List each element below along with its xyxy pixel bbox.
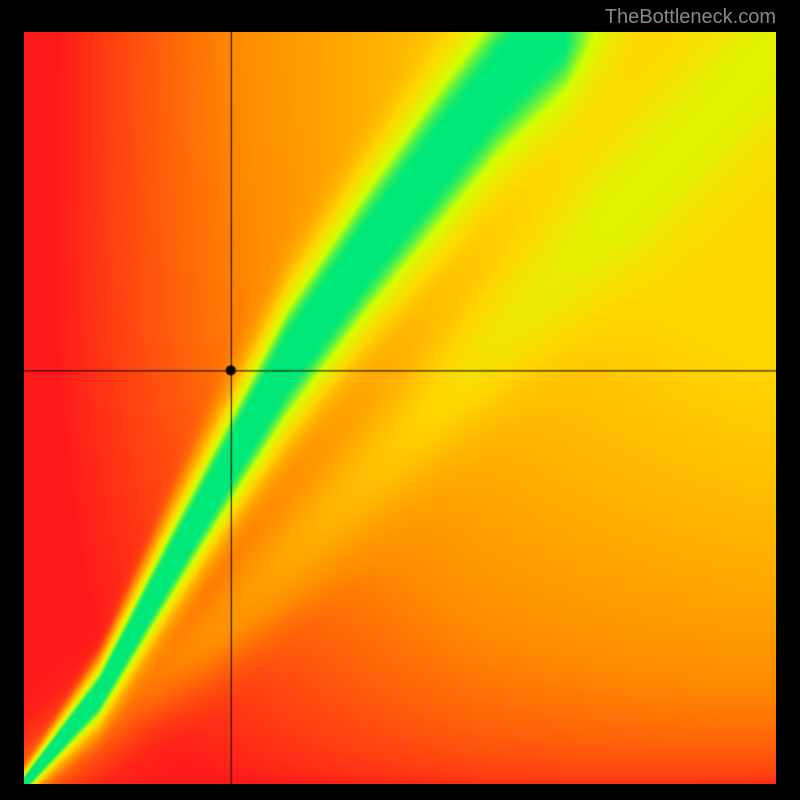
chart-container xyxy=(24,32,776,784)
watermark-text: TheBottleneck.com xyxy=(605,6,776,29)
heatmap-canvas xyxy=(24,32,776,784)
